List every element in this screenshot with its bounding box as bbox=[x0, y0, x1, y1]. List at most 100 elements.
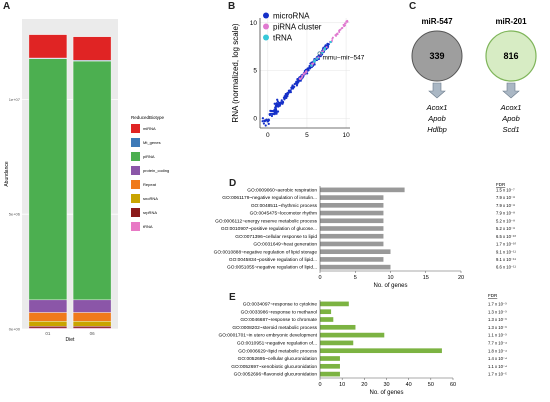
panel-b-point-trna bbox=[313, 60, 316, 63]
d-fdr-value: 1.5 x 10⁻⁷ bbox=[496, 187, 515, 192]
e-category-label: GO:0001701~in utero embryonic developmen… bbox=[218, 333, 317, 339]
mir201-gene: Acox1 bbox=[500, 103, 522, 112]
panel-b-scatter-plot: 0 5 10 0 5 10 RNA (normalized, log scale) mic… bbox=[231, 12, 365, 140]
e-fdr-value: 1.3 x 10⁻³ bbox=[488, 309, 507, 314]
d-x-tick-label: 0 bbox=[318, 275, 321, 281]
panel-a-legend-swatch bbox=[131, 152, 140, 161]
panel-b-point-pirna bbox=[311, 63, 314, 66]
mir547-gene: Acox1 bbox=[426, 103, 448, 112]
e-category-label: GO:0052697~xenobiotic glucuronidation bbox=[231, 364, 317, 370]
panel-b-point-pirna bbox=[338, 29, 341, 32]
panel-b-point-microrna bbox=[274, 106, 277, 109]
panel-b-y-axis-label: RNA (normalized, log scale) bbox=[231, 23, 240, 122]
panel-b-point-microrna bbox=[286, 95, 289, 98]
mir547-circle bbox=[411, 30, 463, 82]
d-category-label: GO:0048511~rhythmic process bbox=[251, 203, 318, 209]
panel-d-x-axis-label: No. of genes bbox=[373, 283, 407, 289]
d-bar bbox=[320, 257, 384, 262]
panel-a-bar-segment bbox=[72, 312, 112, 322]
mir201-circle bbox=[485, 30, 537, 82]
panel-b-x-tick-label: 0 bbox=[266, 132, 270, 139]
panel-a-legend-label: piRNA bbox=[143, 154, 155, 159]
panel-b-point-microrna bbox=[313, 63, 316, 66]
mir201-gene: Apob bbox=[501, 114, 520, 123]
e-bar bbox=[320, 324, 356, 330]
panel-a-legend-swatch bbox=[131, 124, 140, 133]
e-category-label: GO:0034097~response to cytokine bbox=[243, 302, 318, 308]
d-fdr-value: 1.7 x 10⁻¹⁰ bbox=[496, 242, 517, 247]
panel-b-point-microrna bbox=[307, 67, 310, 70]
panel-e-fdr-header: FDR bbox=[488, 293, 498, 298]
panel-label-a: A bbox=[3, 1, 11, 12]
e-x-tick-label: 0 bbox=[318, 382, 321, 388]
panel-b-point-microrna bbox=[273, 102, 276, 105]
panel-b-point-microrna bbox=[280, 99, 283, 102]
panel-b-point-microrna bbox=[270, 114, 274, 118]
panel-b-legend-marker bbox=[263, 23, 269, 30]
d-bar bbox=[320, 264, 391, 270]
panel-a-legend-swatch bbox=[131, 180, 140, 189]
d-category-label: GO:0071396~cellular response to lipid bbox=[235, 234, 317, 240]
panel-b-legend-label: tRNA bbox=[273, 34, 293, 43]
panel-a-legend-swatch bbox=[131, 208, 140, 217]
panel-b-legend-label: piRNA cluster bbox=[273, 23, 322, 32]
panel-a-bar-segment bbox=[28, 326, 68, 329]
panel-b-point-microrna bbox=[296, 82, 299, 85]
panel-b-point-pirna bbox=[346, 20, 349, 23]
e-x-tick-label: 40 bbox=[406, 382, 412, 388]
mir547-count: 339 bbox=[429, 51, 444, 61]
d-fdr-value: 5.2 x 10⁻⁸ bbox=[496, 218, 515, 223]
panel-b-point-microrna bbox=[273, 108, 276, 111]
e-fdr-value: 1.7 x 10⁻⁵ bbox=[488, 372, 507, 377]
panel-label-d: D bbox=[229, 178, 237, 189]
panel-a-y-tick-label: 5e+06 bbox=[9, 212, 21, 217]
panel-a-bar-segment bbox=[72, 299, 112, 313]
panel-a-x-tick-label: 01 bbox=[45, 331, 51, 336]
panel-c-mirna-targets: miR-547 miR-201 339 816 Acox1 Apob Hdlbp… bbox=[411, 17, 537, 134]
panel-b-point-microrna bbox=[284, 94, 287, 97]
panel-d-go-bar-chart: GO:0009060~aerobic respiration GO:0061179… bbox=[214, 182, 517, 289]
panel-a-bar-segment bbox=[28, 34, 68, 59]
panel-b-point-microrna bbox=[262, 122, 266, 125]
e-bar bbox=[320, 363, 340, 369]
panel-b-point-microrna bbox=[276, 104, 279, 107]
d-fdr-value: 7.9 x 10⁻⁸ bbox=[496, 211, 515, 216]
panel-b-point-pirna bbox=[339, 28, 342, 31]
e-bar bbox=[320, 348, 442, 354]
d-bar bbox=[320, 249, 391, 254]
panel-b-point-pirna bbox=[335, 33, 338, 36]
panel-a-legend-label: srpRNA bbox=[143, 210, 157, 215]
panel-b-point-microrna bbox=[273, 113, 276, 116]
panel-b-point-microrna bbox=[264, 124, 267, 127]
d-x-tick-label: 15 bbox=[423, 275, 429, 281]
panel-a-bar-segment bbox=[72, 36, 112, 61]
panel-b-point-pirna bbox=[325, 46, 328, 49]
panel-e-go-bar-chart: GO:0034097~response to cytokineGO:003398… bbox=[218, 293, 507, 396]
panel-b-annotation: mmu−mir−547 bbox=[322, 54, 364, 61]
mir547-gene: Apob bbox=[427, 114, 446, 123]
mir547-down-arrow-icon bbox=[428, 82, 446, 99]
d-fdr-value: 6.5 x 10⁻¹⁰ bbox=[496, 234, 517, 239]
panel-b-point-microrna bbox=[267, 119, 270, 123]
panel-b-y-tick-label: 0 bbox=[253, 115, 257, 122]
d-fdr-value: 7.9 x 10⁻⁸ bbox=[496, 195, 515, 200]
panel-b-point-microrna bbox=[268, 113, 271, 116]
panel-b-point-microrna bbox=[261, 120, 264, 123]
e-category-label: GO:0006629~lipid metabolic process bbox=[238, 348, 317, 354]
panel-b-point-microrna bbox=[292, 85, 295, 88]
e-fdr-value: 1.8 x 10⁻⁴ bbox=[488, 348, 507, 353]
d-x-tick-label: 10 bbox=[387, 275, 393, 281]
panel-e-x-axis-label: No. of genes bbox=[369, 390, 403, 396]
e-fdr-value: 1.4 x 10⁻⁴ bbox=[488, 356, 507, 361]
panel-label-e: E bbox=[229, 292, 236, 303]
panel-a-legend-swatch bbox=[131, 194, 140, 203]
panel-b-point-microrna bbox=[278, 101, 281, 104]
panel-a-legend-swatch bbox=[131, 222, 140, 231]
panel-b-point-pirna bbox=[340, 27, 343, 30]
panel-a-legend-title: ReducedBiotype bbox=[131, 115, 165, 120]
e-category-label: GO:0046687~response to chromate bbox=[240, 317, 317, 323]
d-x-tick-label: 5 bbox=[354, 275, 357, 281]
panel-b-point-pirna bbox=[300, 76, 303, 79]
panel-a-bar-segment bbox=[72, 60, 112, 301]
